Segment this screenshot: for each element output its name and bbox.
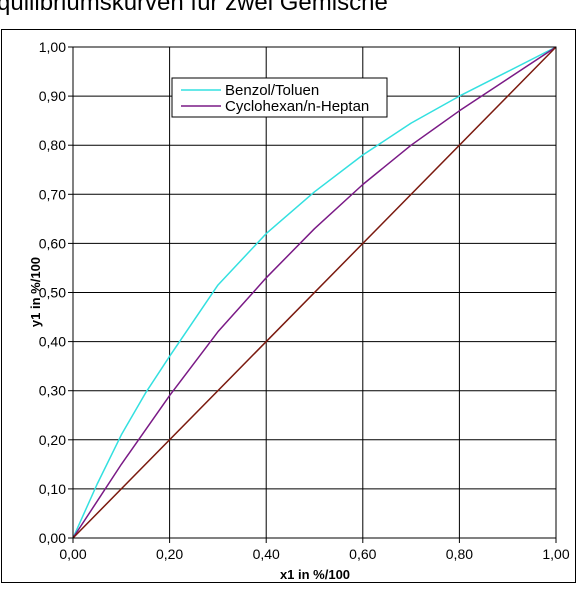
plot-border	[72, 46, 557, 539]
y-tick-label: 0,20	[39, 432, 66, 448]
y-tick-label: 0,60	[39, 235, 66, 251]
series-layer	[72, 46, 557, 539]
legend: Benzol/Toluen Cyclohexan/n-Heptan	[171, 77, 388, 118]
y-tick-label: 0,90	[39, 88, 66, 104]
y-tick-label: 0,80	[39, 137, 66, 153]
y-tick-label: 0,30	[39, 383, 66, 399]
y-axis-label: y1 in %/100	[28, 257, 43, 327]
series-benzol-toluen-line	[72, 46, 557, 539]
x-axis-label: x1 in %/100	[280, 567, 350, 582]
legend-label-cyclohexan-heptan: Cyclohexan/n-Heptan	[225, 98, 369, 115]
y-tick-label: 0,00	[39, 530, 66, 546]
x-tick-label: 0,40	[253, 546, 280, 562]
y-tick-label: 0,40	[39, 334, 66, 350]
y-tick-label: 1,00	[39, 39, 66, 55]
x-tick-label: 0,80	[446, 546, 473, 562]
chart-frame	[1, 29, 576, 583]
tick-label-layer: 0,00 0,20 0,40 0,60 0,80 1,00 0,00 0,10 0,20 0,30…	[39, 39, 570, 562]
diagonal-reference-line	[72, 46, 557, 539]
x-tick-label: 0,60	[349, 546, 376, 562]
x-tick-label: 0,00	[59, 546, 86, 562]
y-tick-label: 0,50	[39, 285, 66, 301]
y-tick-label: 0,70	[39, 186, 66, 202]
chart-title-partial: quilibriumskurven für zwei Gemische	[0, 0, 388, 16]
y-tick-label: 0,10	[39, 481, 66, 497]
legend-box	[171, 77, 388, 118]
x-tick-label: 0,20	[156, 546, 183, 562]
x-tick-label: 1,00	[542, 546, 569, 562]
series-cyclohexan-heptan-line	[72, 46, 557, 539]
legend-label-benzol-toluen: Benzol/Toluen	[225, 82, 319, 99]
